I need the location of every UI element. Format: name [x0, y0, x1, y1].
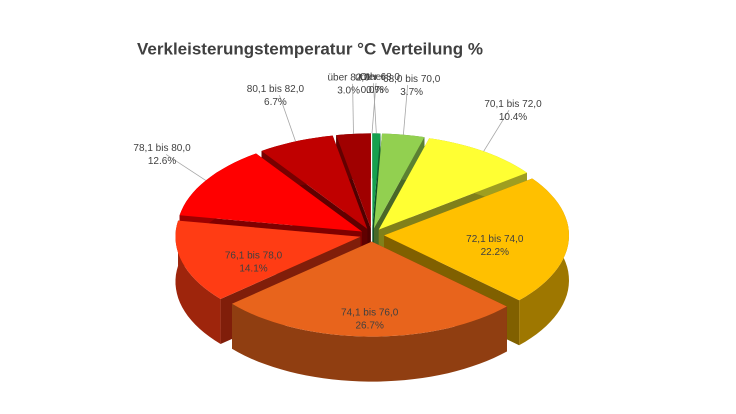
slice: [261, 135, 368, 229]
data-label-category: 68,0 bis 70,0: [383, 74, 441, 85]
data-label: 22.2%: [481, 247, 509, 258]
data-label: 14.1%: [239, 264, 267, 275]
slice: [336, 133, 371, 229]
leader-line: [165, 154, 206, 181]
slice: [179, 153, 362, 232]
data-label-category: 72,1 bis 74,0: [466, 234, 524, 245]
leader-line: [371, 83, 377, 134]
slice: [378, 138, 527, 230]
slice: [372, 133, 381, 229]
slice: [232, 241, 507, 337]
chart-title: Verkleisterungstemperatur °C Verteilung …: [137, 39, 483, 58]
leader-line: [373, 83, 377, 134]
leader-line: [352, 83, 354, 134]
data-label: 0.7%: [366, 85, 389, 96]
data-label: 10.4%: [499, 112, 527, 123]
data-label-category: Other: [359, 72, 385, 83]
slice: [373, 133, 425, 229]
data-label-category: 70,1 bis 72,0: [484, 99, 542, 110]
data-label: 6.7%: [264, 97, 287, 108]
data-label-category: 76,1 bis 78,0: [225, 251, 283, 262]
slice: [384, 178, 569, 301]
data-label: 26.7%: [356, 320, 384, 331]
data-label-category: 74,1 bis 76,0: [341, 307, 399, 318]
leader-line: [402, 85, 409, 135]
leader-line: [483, 110, 510, 152]
slice-group: [232, 241, 507, 382]
data-label-category: unter 68,0: [355, 72, 400, 83]
slice-side: [232, 303, 507, 382]
data-label: 3.0%: [337, 85, 360, 96]
data-label: 3.7%: [400, 87, 423, 98]
data-label: 0.0%: [361, 85, 384, 96]
slice-side: [175, 220, 221, 344]
data-label-category: 78,1 bis 80,0: [133, 143, 191, 154]
data-label-category: über 82,0: [327, 72, 370, 83]
slice: [175, 220, 361, 299]
leader-line: [279, 95, 296, 142]
data-label: 12.6%: [148, 156, 176, 167]
data-label-category: 80,1 bis 82,0: [247, 84, 305, 95]
